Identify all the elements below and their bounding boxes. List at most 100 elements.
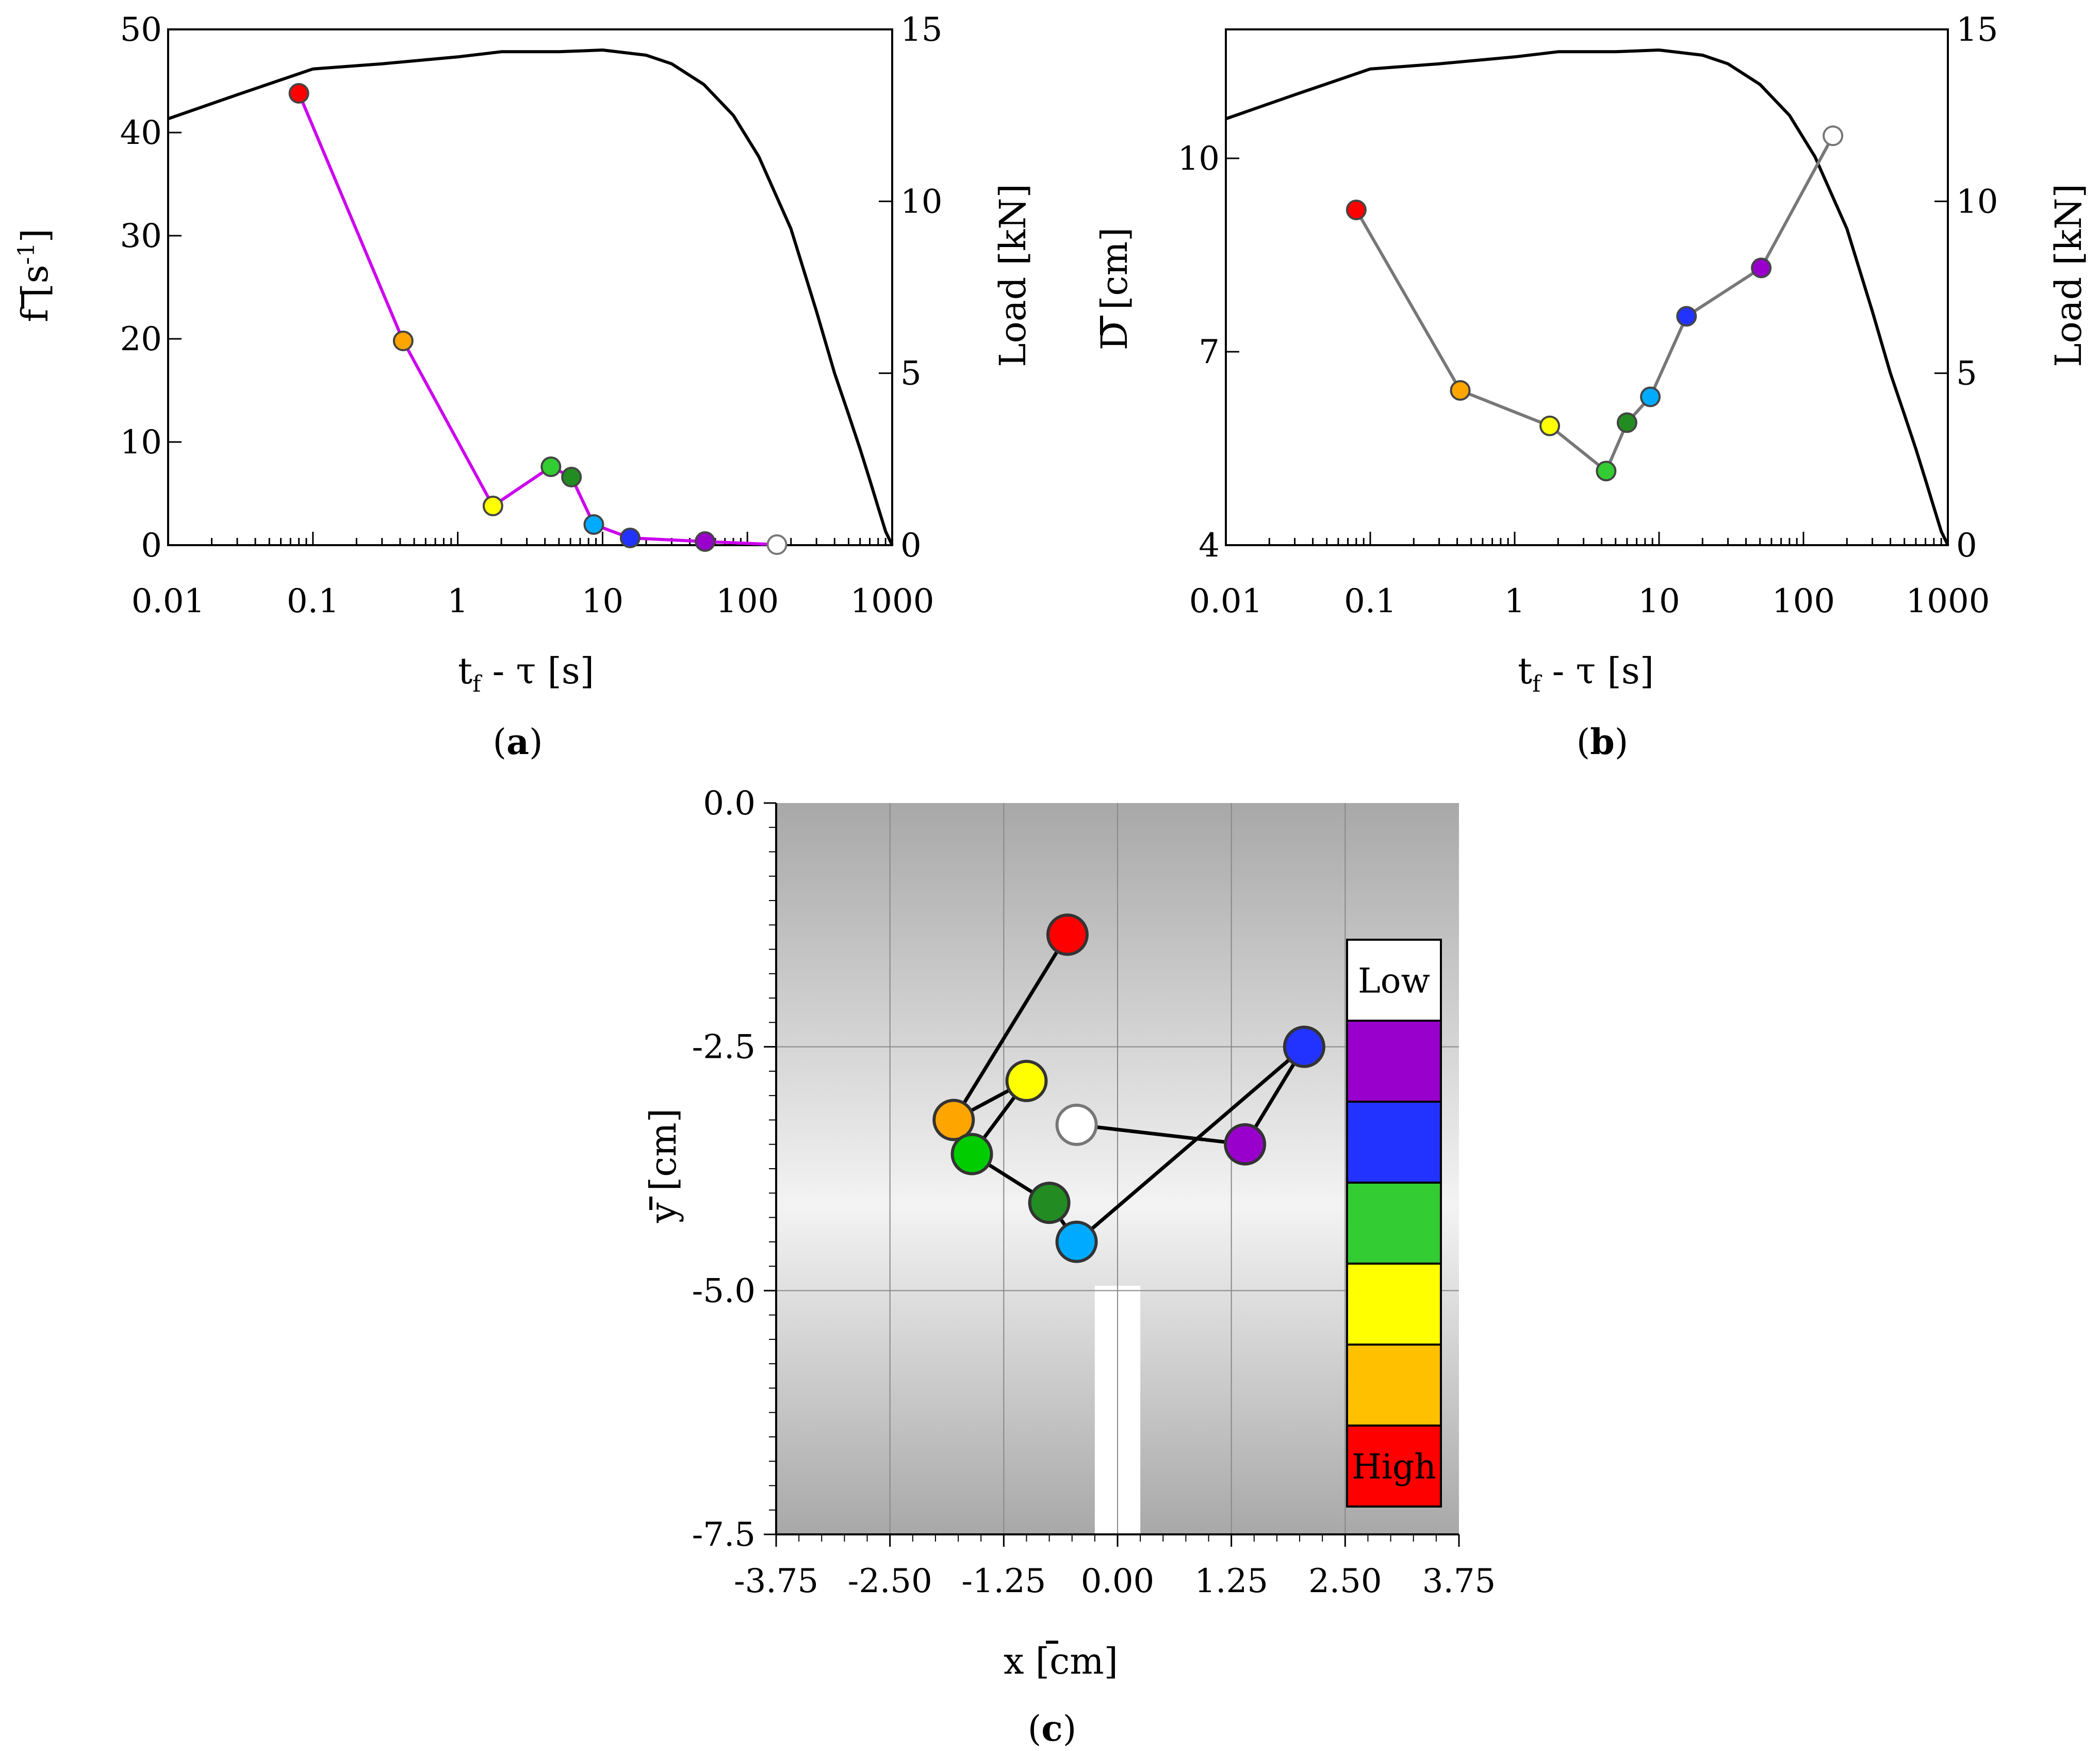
- panel-b-caption-letter: b: [1590, 722, 1615, 763]
- panel-c-x-tick-label: 3.75: [1422, 1562, 1496, 1600]
- panel-c-x-label-unit: [cm]: [1024, 1640, 1118, 1682]
- panel-b-y-label-unit: [cm]: [1093, 227, 1136, 321]
- panel-b-y2-tick-label: 0: [1956, 527, 1977, 565]
- panel-a-x-tick-label: 1: [447, 582, 468, 620]
- panel-a-y2-tick-label: 10: [900, 183, 942, 221]
- panel-c-y-tick-label: 0.0: [703, 784, 756, 823]
- panel-a-data-point: [583, 514, 604, 535]
- panel-c-y-tick-label: -7.5: [692, 1516, 756, 1554]
- panel-a-x-label-rest: - τ [s]: [481, 650, 594, 692]
- panel-b-load-curve: [1225, 48, 1949, 546]
- panel-a-y-label-sup: -1: [13, 243, 40, 265]
- panel-a-caption: (a): [493, 722, 543, 763]
- panel-c-data-point: [1046, 913, 1089, 956]
- panel-c-x-label-main: x: [1004, 1640, 1024, 1682]
- panel-b-y2-label: Load [kN]: [2047, 184, 2090, 367]
- panel-b-x-tick-label: 100: [1772, 582, 1835, 620]
- panel-c-x-label: x [cm]: [1004, 1640, 1118, 1682]
- panel-a-data-point: [695, 531, 716, 552]
- panel-b-frame: [1225, 28, 1949, 546]
- panel-a-plot-area: 0.01 0.1 1 10 100 1000 0 10 20 30 40 50 0 5 10 15: [120, 11, 943, 620]
- panel-b-y2-tick-label: 5: [1956, 355, 1977, 393]
- panel-a-load-curve: [168, 48, 894, 546]
- panel-a-caption-letter: a: [506, 722, 529, 763]
- panel-c-data-point: [1055, 1220, 1098, 1263]
- panel-b-x-tick-label: 1000: [1906, 582, 1990, 620]
- panel-b-data-point: [1596, 461, 1617, 482]
- panel-a-data-point: [540, 456, 562, 477]
- panel-b-y-tick-label: 7: [1199, 333, 1220, 371]
- panel-b-x-label-sub: f: [1532, 671, 1542, 697]
- panel-b-series-line: [1355, 135, 1834, 473]
- panel-c-caption-letter: c: [1041, 1708, 1062, 1749]
- panel-a-frame: [167, 28, 893, 546]
- panel-a-y-tick-label: 40: [120, 114, 162, 152]
- panel-c-legend: Low High: [1346, 939, 1442, 1508]
- panel-c-x-tick-label: 2.50: [1308, 1562, 1382, 1600]
- panel-a-y2-label: Load [kN]: [992, 184, 1034, 367]
- panel-c-x-tick-label: 1.25: [1194, 1562, 1268, 1600]
- panel-a-y2-tick-label: 5: [900, 355, 922, 393]
- panel-a-y2-tick-label: 15: [900, 11, 942, 49]
- panel-c-data-point: [950, 1133, 993, 1175]
- panel-b-data-point: [1640, 386, 1661, 407]
- panel-b-data-point: [1346, 200, 1367, 220]
- panel-c-x-tick-label: -1.25: [961, 1562, 1046, 1600]
- panel-c-x-tick-label: -3.75: [734, 1562, 818, 1600]
- panel-a-y-label-unit: [s: [14, 265, 56, 308]
- panel-a-data-point: [288, 83, 309, 104]
- panel-b-x-tick-label: 0.1: [1344, 582, 1397, 620]
- panel-a-y-label: f [s-1]: [13, 228, 56, 322]
- panel-a-x-tick-label: 100: [716, 582, 779, 620]
- panel-a-data-point: [482, 496, 503, 516]
- panel-c-data-point: [1055, 1103, 1098, 1146]
- panel-b-data-point: [1616, 412, 1637, 433]
- panel-c-y-label: y [cm]: [642, 1108, 684, 1223]
- panel-c-legend-high-label: High: [1352, 1447, 1436, 1487]
- panel-a-y2-tick-label: 0: [900, 527, 922, 565]
- panel-b-data-point: [1823, 125, 1844, 146]
- panel-b-x-label: tf - τ [s]: [1518, 650, 1654, 697]
- panel-c-data-point: [1005, 1059, 1048, 1102]
- panel-b-x-label-rest: - τ [s]: [1540, 650, 1654, 692]
- panel-b-y2-tick-label: 10: [1956, 183, 1998, 221]
- panel-a-x-tick-label: 10: [582, 582, 624, 620]
- panel-a-data-point: [766, 534, 788, 555]
- panel-a-y-tick-label: 30: [120, 217, 162, 255]
- panel-c-y-label-main: y: [642, 1202, 684, 1223]
- panel-a-y-tick-label: 0: [141, 527, 162, 565]
- panel-b-x-tick-label: 1: [1504, 582, 1525, 620]
- panel-c-legend-low-label: Low: [1358, 961, 1430, 1001]
- panel-a-y-label-main: f: [14, 306, 56, 322]
- panel-c-data-point: [932, 1099, 975, 1141]
- panel-a-y-label-close: ]: [14, 228, 56, 242]
- panel-a-y-tick-label: 50: [120, 11, 162, 49]
- panel-c-caption: (c): [1028, 1708, 1076, 1749]
- panel-b-caption: (b): [1577, 722, 1629, 763]
- panel-a-x-tick-label: 0.1: [287, 582, 339, 620]
- panel-c-legend-swatch: [1346, 1020, 1442, 1103]
- panel-c-legend-swatch: [1346, 1101, 1442, 1184]
- panel-a-data-point: [392, 331, 414, 351]
- panel-b-x-label-main: t: [1518, 650, 1532, 692]
- panel-c-data-point: [1283, 1025, 1325, 1068]
- panel-b-x-tick-label: 0.01: [1189, 582, 1263, 620]
- panel-a-x-label-sub: f: [472, 671, 482, 697]
- panel-c-legend-swatch: [1346, 1182, 1442, 1265]
- panel-c-y-label-unit: [cm]: [642, 1108, 684, 1202]
- panel-c-x-tick-label: 0.00: [1081, 1562, 1155, 1600]
- panel-b-y-tick-label: 10: [1178, 140, 1220, 178]
- panel-b-y-label: D [cm]: [1093, 227, 1136, 351]
- panel-c-data-point: [1028, 1182, 1071, 1224]
- panel-a-x-label: tf - τ [s]: [458, 650, 594, 697]
- panel-a-x-tick-label: 1000: [850, 582, 934, 620]
- panel-a-data-point: [561, 467, 582, 487]
- panel-c-data-point: [1224, 1123, 1267, 1166]
- panel-b-data-point: [1676, 306, 1697, 327]
- panel-c-legend-swatch: [1346, 1344, 1442, 1427]
- panel-b-data-point: [1539, 415, 1561, 436]
- panel-c-y-tick-label: -5.0: [692, 1272, 756, 1310]
- panel-b-data-point: [1450, 380, 1471, 401]
